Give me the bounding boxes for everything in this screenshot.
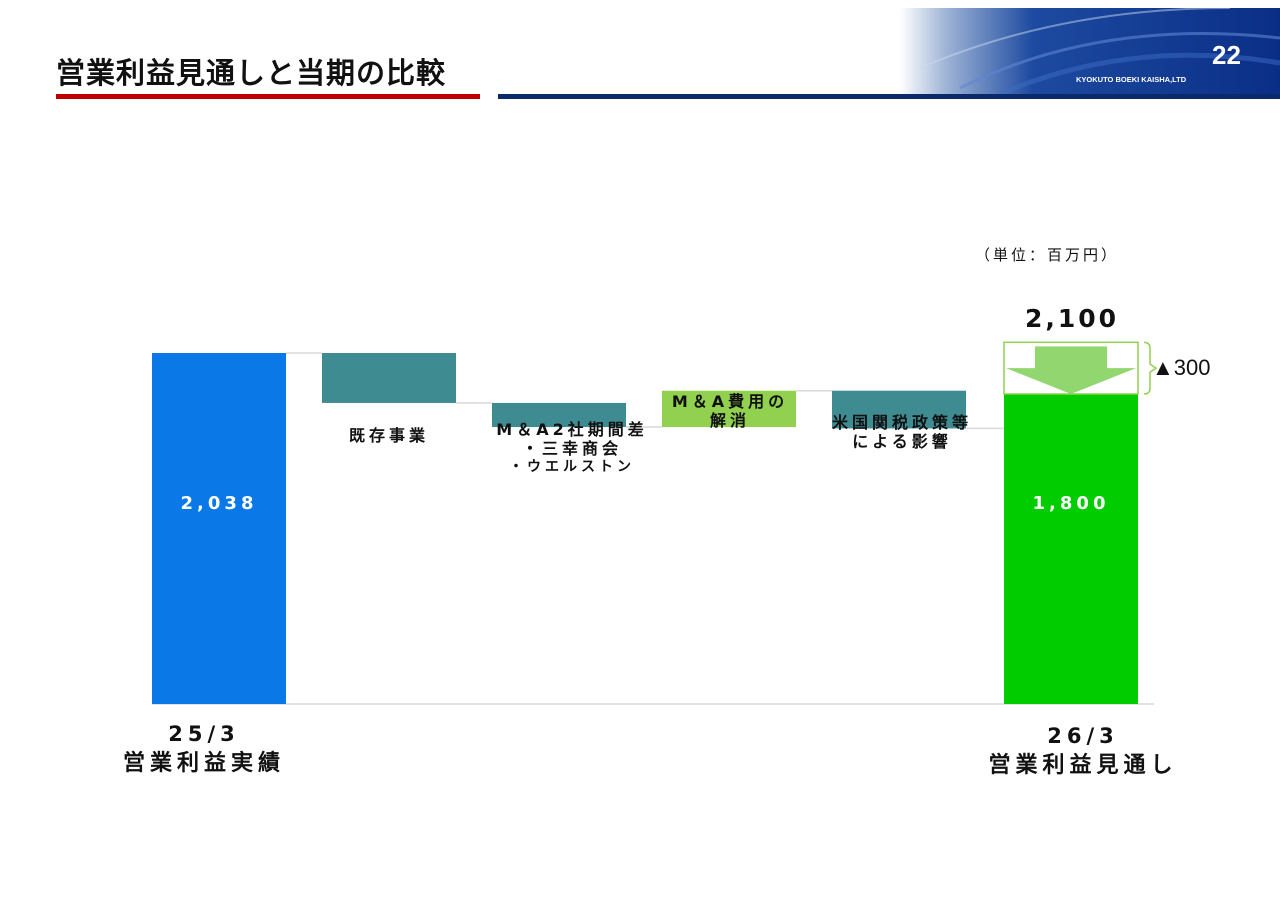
bar-step-1 — [322, 353, 456, 403]
category-label-existing-business: 既存事業 — [348, 426, 429, 445]
end-value-label: 1,800 — [1032, 493, 1110, 514]
title-underline-red — [56, 94, 480, 99]
start-axis-label: 25/3 営業利益実績 — [122, 722, 285, 776]
category-label-ma-period-difference: M＆A2社期間差 ・三幸商会 ・ウエルストン — [496, 420, 648, 475]
start-value-label: 2,038 — [180, 493, 258, 514]
bar-step-2 — [492, 402, 626, 428]
header-banner-graphic — [900, 8, 1280, 94]
shortfall-arrow-icon — [1006, 346, 1136, 394]
plan-bar-outline — [1003, 341, 1139, 395]
page-title: 営業利益見通しと当期の比較 — [56, 56, 447, 90]
unit-label: （単位：百万円） — [975, 246, 1120, 264]
category-label-us-tariff-impact: 米国関税政策等 による影響 — [831, 413, 972, 451]
bar-end — [1004, 393, 1138, 704]
page-number: 22 — [1212, 40, 1241, 70]
bar-step-3 — [662, 390, 796, 428]
plan-value-label: 2,100 — [1024, 304, 1120, 333]
company-name: KYOKUTO BOEKI KAISHA,LTD — [1076, 75, 1187, 84]
bar-step-4 — [832, 390, 966, 429]
category-label-ma-cost-elimination: M＆A費用の 解消 — [671, 392, 789, 430]
title-underline-blue — [498, 94, 1280, 99]
difference-label: ▲300 — [1152, 355, 1211, 380]
end-axis-label: 26/3 営業利益見通し — [988, 724, 1178, 778]
bar-start — [152, 353, 286, 704]
difference-bracket — [1143, 341, 1158, 395]
